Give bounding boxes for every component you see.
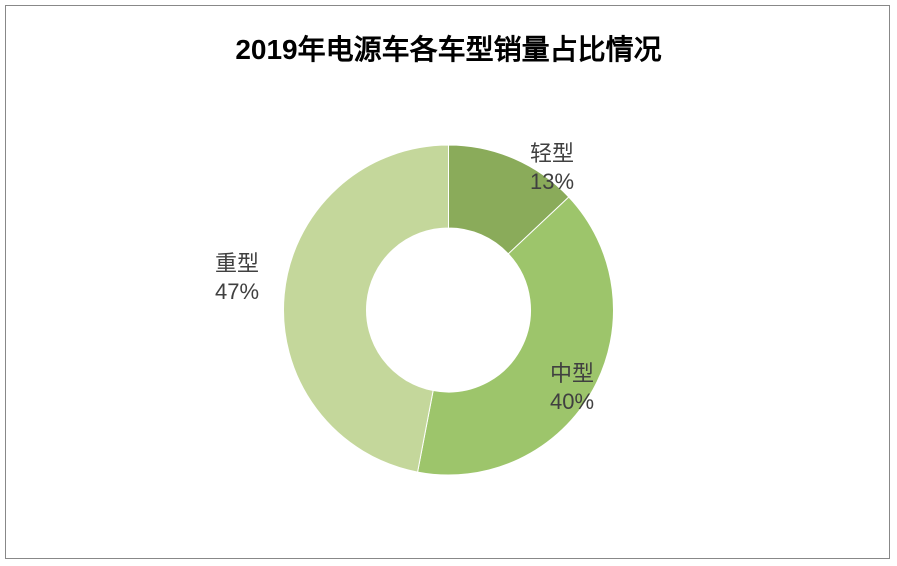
segment-label-pct: 40%: [550, 388, 594, 416]
donut-chart: 轻型13% 中型40% 重型47%: [0, 110, 897, 530]
segment-label-pct: 13%: [530, 168, 574, 196]
segment-label-pct: 47%: [215, 278, 259, 306]
segment-label-中型: 中型40%: [550, 360, 594, 415]
donut-segment-重型: [284, 145, 449, 472]
segment-label-name: 重型: [215, 250, 259, 278]
segment-label-轻型: 轻型13%: [530, 140, 574, 195]
chart-title: 2019年电源车各车型销量占比情况: [0, 28, 897, 68]
segment-label-name: 轻型: [530, 140, 574, 168]
segment-label-重型: 重型47%: [215, 250, 259, 305]
segment-label-name: 中型: [550, 360, 594, 388]
donut-svg: [0, 110, 897, 530]
